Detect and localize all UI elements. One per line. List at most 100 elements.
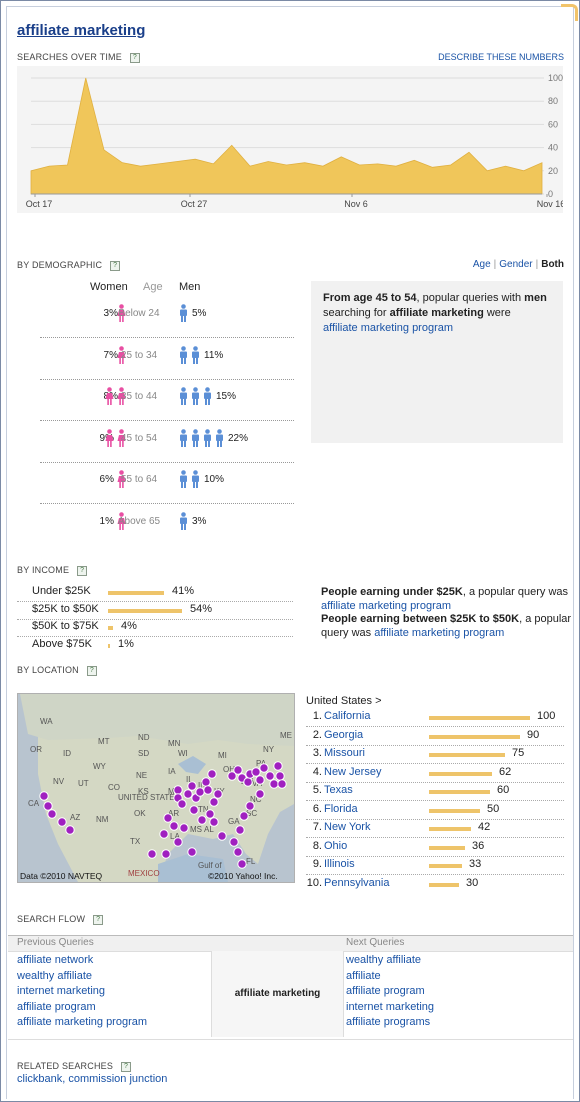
location-map[interactable]: WAMTNDMNORIDSDWIWYIANENVUTCOKSMOCAAZOKAR… [17, 693, 295, 883]
location-row[interactable]: 1. California 100 [306, 708, 564, 727]
location-marker[interactable] [203, 785, 213, 795]
location-marker[interactable] [187, 847, 197, 857]
men-percent: 10% [204, 474, 225, 485]
location-marker[interactable] [259, 763, 269, 773]
location-marker[interactable] [173, 837, 183, 847]
previous-query-link[interactable]: affiliate program [17, 1000, 96, 1013]
location-marker[interactable] [255, 789, 265, 799]
previous-query-link[interactable]: affiliate marketing program [17, 1016, 148, 1028]
man-icon [204, 387, 211, 405]
location-marker[interactable] [183, 789, 193, 799]
location-marker[interactable] [265, 771, 275, 781]
location-marker[interactable] [245, 801, 255, 811]
next-query-link[interactable]: affiliate [346, 969, 381, 982]
location-marker[interactable] [239, 811, 249, 821]
location-marker[interactable] [177, 799, 187, 809]
help-icon[interactable]: ? [129, 52, 140, 63]
location-name-link[interactable]: New York [324, 821, 371, 833]
help-icon[interactable]: ? [110, 260, 121, 271]
men-percent: 11% [204, 349, 224, 361]
location-marker[interactable] [233, 765, 243, 775]
location-marker[interactable] [39, 791, 49, 801]
related-searches-links[interactable]: clickbank, commission junction [17, 1073, 168, 1085]
location-marker[interactable] [209, 797, 219, 807]
location-name-link[interactable]: Florida [324, 802, 358, 815]
location-country[interactable]: United States > [306, 695, 382, 707]
location-marker[interactable] [277, 779, 287, 789]
location-marker[interactable] [65, 825, 75, 835]
location-marker[interactable] [217, 831, 227, 841]
previous-query-link[interactable]: affiliate network [17, 954, 94, 966]
help-icon[interactable]: ? [93, 914, 104, 925]
location-marker[interactable] [163, 813, 173, 823]
map-label: NM [96, 815, 109, 824]
location-marker[interactable] [57, 817, 67, 827]
location-row[interactable]: 8. Ohio 36 [306, 838, 564, 857]
location-marker[interactable] [187, 781, 197, 791]
location-marker[interactable] [229, 837, 239, 847]
help-icon[interactable]: ? [86, 665, 97, 676]
location-marker[interactable] [201, 777, 211, 787]
next-query-link[interactable]: wealthy affiliate [346, 954, 422, 966]
next-query-link[interactable]: affiliate programs [346, 1016, 431, 1028]
location-name-link[interactable]: Missouri [324, 747, 365, 759]
location-row[interactable]: 2. Georgia 90 [306, 727, 564, 746]
location-row[interactable]: 5. Texas 60 [306, 782, 564, 801]
location-row[interactable]: 6. Florida 50 [306, 801, 564, 820]
location-name-link[interactable]: New Jersey [324, 765, 382, 778]
location-row[interactable]: 10. Pennsylvania 30 [306, 875, 564, 893]
location-marker[interactable] [273, 761, 283, 771]
location-value: 42 [478, 821, 491, 833]
next-query-link[interactable]: affiliate program [346, 985, 425, 997]
location-marker[interactable] [147, 849, 157, 859]
location-marker[interactable] [233, 847, 243, 857]
location-name-link[interactable]: Texas [324, 784, 353, 796]
location-marker[interactable] [169, 821, 179, 831]
location-row[interactable]: 4. New Jersey 62 [306, 764, 564, 783]
location-marker[interactable] [197, 815, 207, 825]
help-icon[interactable]: ? [121, 1061, 132, 1072]
location-marker[interactable] [207, 769, 217, 779]
location-marker[interactable] [269, 779, 279, 789]
help-icon[interactable]: ? [77, 565, 88, 576]
map-label: KS [138, 787, 149, 796]
previous-query-link[interactable]: wealthy affiliate [17, 969, 93, 982]
income-query-link-1[interactable]: affiliate marketing program [321, 599, 452, 612]
location-marker[interactable] [173, 785, 183, 795]
location-name-link[interactable]: Ohio [324, 839, 348, 852]
income-query-link-2[interactable]: affiliate marketing program [374, 626, 505, 639]
location-row[interactable]: 3. Missouri 75 [306, 745, 564, 764]
location-marker[interactable] [47, 809, 57, 819]
us-map[interactable]: WAMTNDMNORIDSDWIWYIANENVUTCOKSMOCAAZOKAR… [18, 694, 294, 882]
woman-icon [105, 387, 114, 405]
location-marker[interactable] [255, 775, 265, 785]
location-marker[interactable] [213, 789, 223, 799]
location-name-link[interactable]: California [324, 710, 371, 722]
location-row[interactable]: 7. New York 42 [306, 819, 564, 838]
location-marker[interactable] [159, 829, 169, 839]
page-title[interactable]: affiliate marketing [17, 22, 146, 39]
location-marker[interactable] [205, 809, 215, 819]
location-marker[interactable] [237, 859, 247, 869]
location-marker[interactable] [227, 771, 237, 781]
location-marker[interactable] [195, 787, 205, 797]
location-marker[interactable] [179, 823, 189, 833]
describe-numbers-link[interactable]: DESCRIBE THESE NUMBERS [438, 52, 564, 62]
location-marker[interactable] [251, 767, 261, 777]
previous-query-link[interactable]: internet marketing [17, 985, 106, 997]
location-marker[interactable] [161, 849, 171, 859]
location-marker[interactable] [243, 777, 253, 787]
location-row[interactable]: 9. Illinois 33 [306, 856, 564, 875]
gender-filter-link[interactable]: Gender [499, 259, 533, 270]
location-name-link[interactable]: Pennsylvania [324, 876, 390, 889]
location-marker[interactable] [275, 771, 285, 781]
location-marker[interactable] [209, 817, 219, 827]
age-filter-link[interactable]: Age [472, 259, 491, 270]
location-marker[interactable] [43, 801, 53, 811]
location-marker[interactable] [189, 805, 199, 815]
next-query-link[interactable]: internet marketing [346, 1000, 435, 1013]
location-marker[interactable] [235, 825, 245, 835]
info-query-link[interactable]: affiliate marketing program [323, 322, 454, 334]
location-name-link[interactable]: Georgia [324, 728, 364, 741]
location-name-link[interactable]: Illinois [324, 858, 355, 870]
